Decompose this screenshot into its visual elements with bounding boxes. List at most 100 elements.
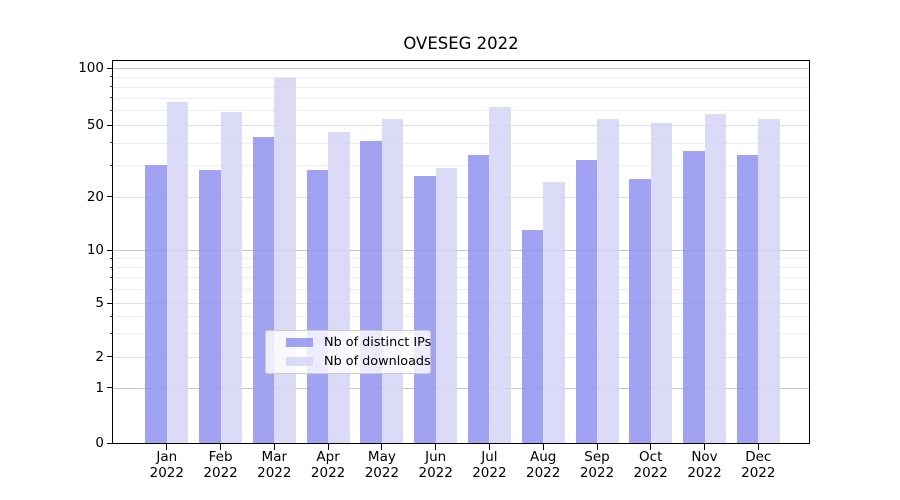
x-tick-label: Jan 2022 <box>127 449 207 481</box>
gridline <box>113 86 809 88</box>
gridline <box>113 316 809 318</box>
x-tick-label: Aug 2022 <box>503 449 583 481</box>
gridline <box>113 333 809 335</box>
x-tick-month: Dec <box>745 449 772 465</box>
x-tick-mark <box>757 444 759 450</box>
x-tick-mark <box>542 444 544 450</box>
bar-downloads <box>328 131 350 443</box>
y-tick-mark <box>106 249 112 251</box>
legend: Nb of distinct IPs Nb of downloads <box>265 330 431 374</box>
y-tick-label: 20 <box>86 188 104 205</box>
y-minor-tick-mark <box>109 257 113 259</box>
x-tick-label: Dec 2022 <box>718 449 798 481</box>
x-tick-month: Sep <box>584 449 610 465</box>
gridline <box>113 110 809 112</box>
x-tick-year: 2022 <box>257 464 292 481</box>
legend-swatch-downloads <box>286 356 313 367</box>
gridline <box>113 387 809 389</box>
y-tick-mark <box>106 196 112 198</box>
x-tick-month: Jul <box>481 449 498 465</box>
y-tick-label: 10 <box>86 242 104 258</box>
x-tick-mark <box>381 444 383 450</box>
y-minor-tick-mark <box>109 97 113 98</box>
bar-distinct-ips <box>683 150 705 443</box>
gridline <box>113 76 809 78</box>
gridline <box>113 303 809 305</box>
gridline <box>113 267 809 269</box>
x-tick-month: Nov <box>691 449 718 465</box>
bar-downloads <box>543 182 565 443</box>
bar-distinct-ips <box>575 159 597 443</box>
x-tick-year: 2022 <box>310 464 346 481</box>
gridline <box>113 277 809 279</box>
gridline <box>113 356 809 358</box>
x-tick-label: Jun 2022 <box>396 449 476 481</box>
x-tick-mark <box>596 444 598 450</box>
x-tick-label: Jul 2022 <box>449 449 529 481</box>
bar-distinct-ips <box>306 170 329 443</box>
bar-downloads <box>435 167 458 443</box>
plot-area <box>112 60 810 444</box>
x-tick-label: May 2022 <box>342 449 422 481</box>
x-tick-label: Apr 2022 <box>288 449 368 481</box>
bar-distinct-ips <box>145 165 167 443</box>
x-tick-year: 2022 <box>526 464 561 481</box>
x-tick-mark <box>327 444 329 450</box>
x-tick-label: Feb 2022 <box>181 449 261 481</box>
gridline <box>113 68 809 70</box>
x-tick-mark <box>166 444 168 450</box>
bar-downloads <box>597 118 619 443</box>
y-minor-tick-mark <box>109 76 113 78</box>
gridline <box>113 97 809 99</box>
x-tick-label: Nov 2022 <box>665 449 745 481</box>
x-tick-mark <box>650 444 652 450</box>
bar-distinct-ips <box>360 140 382 443</box>
legend-item: Nb of distinct IPs <box>266 334 432 351</box>
y-minor-tick-mark <box>109 332 113 334</box>
x-tick-label: Mar 2022 <box>234 449 314 481</box>
bar-distinct-ips <box>629 179 651 443</box>
gridline <box>113 250 809 251</box>
y-minor-tick-mark <box>109 142 113 143</box>
x-tick-mark <box>488 444 490 450</box>
legend-label: Nb of distinct IPs <box>324 334 432 350</box>
x-tick-mark <box>704 444 705 450</box>
y-minor-tick-mark <box>109 86 113 88</box>
y-minor-tick-mark <box>109 276 113 278</box>
gridline <box>113 125 809 126</box>
y-minor-tick-mark <box>109 288 113 290</box>
x-tick-year: 2022 <box>579 464 615 481</box>
chart-title: OVESEG 2022 <box>403 34 519 53</box>
y-tick-mark <box>106 356 112 358</box>
y-tick-label: 100 <box>78 60 104 77</box>
y-tick-mark <box>106 442 112 444</box>
y-minor-tick-mark <box>109 315 113 317</box>
x-tick-month: Oct <box>639 449 663 465</box>
y-minor-tick-mark <box>109 109 113 111</box>
x-tick-year: 2022 <box>149 464 184 481</box>
x-tick-label: Oct 2022 <box>611 449 691 481</box>
bar-downloads <box>758 118 780 443</box>
gridline <box>113 289 809 291</box>
bar-distinct-ips <box>199 170 221 443</box>
y-tick-mark <box>106 302 112 304</box>
bar-downloads <box>650 123 673 443</box>
bar-distinct-ips <box>521 229 544 443</box>
x-tick-month: Apr <box>316 449 340 465</box>
x-tick-mark <box>273 444 275 450</box>
x-tick-year: 2022 <box>687 464 722 481</box>
bar-downloads <box>166 102 189 443</box>
x-tick-year: 2022 <box>203 464 238 481</box>
gridline <box>113 196 809 198</box>
bar-distinct-ips <box>467 155 490 443</box>
bar-distinct-ips <box>414 176 436 443</box>
x-tick-year: 2022 <box>364 464 400 481</box>
y-tick-label: 1 <box>95 379 104 396</box>
legend-swatch-distinct-ips <box>286 337 313 348</box>
x-tick-month: Jun <box>425 449 447 465</box>
y-tick-mark <box>106 124 112 126</box>
y-tick-label: 50 <box>86 117 104 133</box>
y-minor-tick-mark <box>109 164 113 166</box>
x-tick-mark <box>220 444 222 450</box>
